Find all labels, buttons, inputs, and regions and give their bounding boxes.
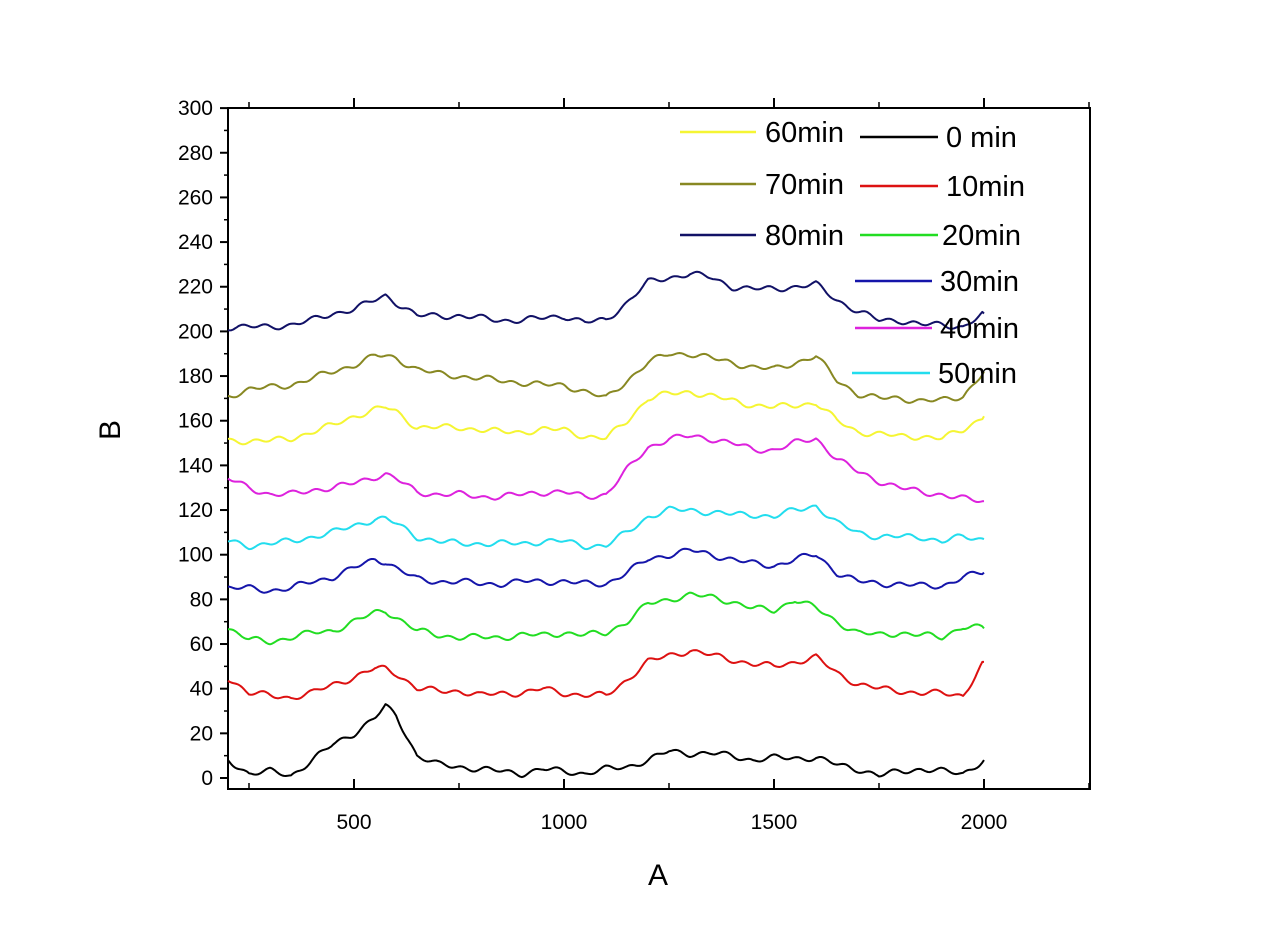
y-tick-label: 40 <box>190 678 213 701</box>
legend-label: 20min <box>942 220 1021 252</box>
y-tick-label: 160 <box>178 410 213 433</box>
y-tick-label: 280 <box>178 142 213 165</box>
y-tick-label: 260 <box>178 186 213 209</box>
y-tick-label: 20 <box>190 722 213 745</box>
series-group <box>227 270 985 779</box>
y-tick-label: 180 <box>178 365 213 388</box>
legend-label: 10min <box>946 171 1025 203</box>
y-tick-label: 80 <box>190 588 213 611</box>
y-tick-label: 0 <box>201 767 213 790</box>
y-tick-label: 120 <box>178 499 213 522</box>
y-tick-label: 100 <box>178 544 213 567</box>
y-tick-label: 240 <box>178 231 213 254</box>
series-line-50min <box>227 504 985 551</box>
x-axis-label: A <box>648 859 668 892</box>
series-line-0min <box>227 703 985 779</box>
legend-label: 80min <box>765 220 844 252</box>
series-line-40min <box>227 433 985 503</box>
series-line-10min <box>227 649 984 700</box>
x-axis: 500 1000 1500 2000 <box>248 98 1090 834</box>
legend-label: 0 min <box>946 122 1017 154</box>
x-tick-label: 2000 <box>961 811 1008 834</box>
y-tick-label: 300 <box>178 97 213 120</box>
series-line-70min <box>227 352 985 404</box>
series-line-60min <box>227 390 985 446</box>
x-tick-label: 1500 <box>751 811 798 834</box>
legend-label: 70min <box>765 169 844 201</box>
legend: 60min 70min 80min 0 min 10min 20min 30min 40min… <box>680 117 1025 390</box>
x-tick-label: 1000 <box>541 811 588 834</box>
y-axis-label: B <box>94 420 127 440</box>
legend-label: 40min <box>940 313 1019 345</box>
y-tick-label: 140 <box>178 454 213 477</box>
series-line-30min <box>227 547 985 594</box>
legend-label: 60min <box>765 117 844 149</box>
plot-frame <box>227 107 1091 790</box>
legend-label: 30min <box>940 266 1019 298</box>
x-tick-label: 500 <box>336 811 371 834</box>
legend-label: 50min <box>938 358 1017 390</box>
y-axis: 0 20 40 60 80 100 120 140 160 180 200 220 240 260 280 3… <box>178 97 228 790</box>
series-line-80min <box>227 270 985 332</box>
y-tick-label: 60 <box>190 633 213 656</box>
y-tick-label: 220 <box>178 276 213 299</box>
series-line-20min <box>228 591 985 646</box>
y-tick-label: 200 <box>178 320 213 343</box>
